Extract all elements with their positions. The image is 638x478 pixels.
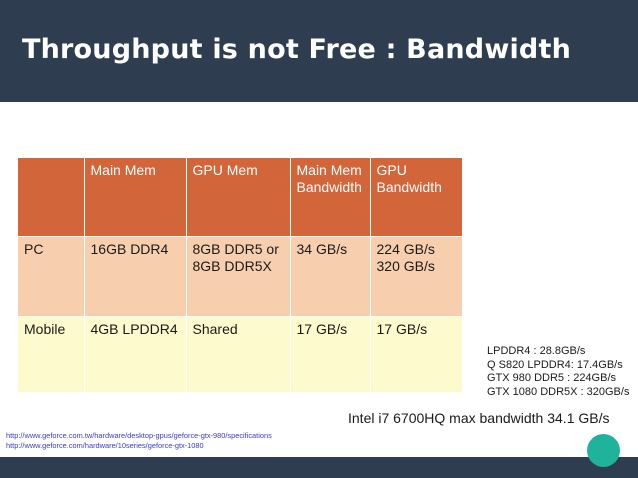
bandwidth-table: Main Mem GPU Mem Main Mem Bandwidth GPU … (18, 158, 462, 392)
note-line: Q S820 LPDDR4: 17.4GB/s (487, 358, 623, 371)
accent-circle (587, 434, 620, 467)
header-cell-gpu-mem: GPU Mem (186, 158, 291, 237)
table-cell: 17 GB/s (290, 316, 371, 392)
note-line: GTX 980 DDR5 : 224GB/s (487, 372, 616, 384)
table-cell: 224 GB/s 320 GB/s (370, 236, 462, 317)
reference-link-gtx-1080[interactable]: http://www.geforce.com/hardware/10series… (6, 440, 204, 450)
table-cell: 8GB DDR5 or 8GB DDR5X (186, 236, 291, 317)
row-label-pc: PC (18, 236, 85, 317)
row-label-mobile: Mobile (18, 316, 85, 392)
table-row: Mobile 4GB LPDDR4 Shared 17 GB/s 17 GB/s (18, 316, 462, 392)
table-cell: 34 GB/s (290, 236, 371, 317)
note-line: LPDDR4 : 28.8GB/s (487, 345, 586, 357)
table-cell: Shared (186, 316, 291, 392)
table-cell: 17 GB/s (370, 316, 462, 392)
header-cell-main-mem: Main Mem (84, 158, 187, 237)
intel-bandwidth-note: Intel i7 6700HQ max bandwidth 34.1 GB/s (348, 410, 610, 426)
table-header-row: Main Mem GPU Mem Main Mem Bandwidth GPU … (18, 158, 462, 237)
header-cell-empty (18, 158, 85, 237)
footer-bar (0, 457, 638, 478)
table-row: PC 16GB DDR4 8GB DDR5 or 8GB DDR5X 34 GB… (18, 236, 462, 317)
slide-title: Throughput is not Free : Bandwidth (22, 34, 571, 65)
header-cell-gpu-bandwidth: GPU Bandwidth (370, 158, 462, 237)
table-cell: 16GB DDR4 (84, 236, 187, 317)
table-cell: 4GB LPDDR4 (84, 316, 187, 392)
bandwidth-notes: LPDDR4 : 28.8GB/s Q S820 LPDDR4: 17.4GB/… (487, 345, 629, 399)
reference-link-gtx-980[interactable]: http://www.geforce.com.tw/hardware/deskt… (6, 431, 272, 440)
header-cell-main-mem-bandwidth: Main Mem Bandwidth (290, 158, 371, 237)
title-bar: Throughput is not Free : Bandwidth (0, 0, 638, 102)
note-line: GTX 1080 DDR5X : 320GB/s (487, 385, 630, 398)
reference-links: http://www.geforce.com.tw/hardware/deskt… (6, 431, 272, 450)
